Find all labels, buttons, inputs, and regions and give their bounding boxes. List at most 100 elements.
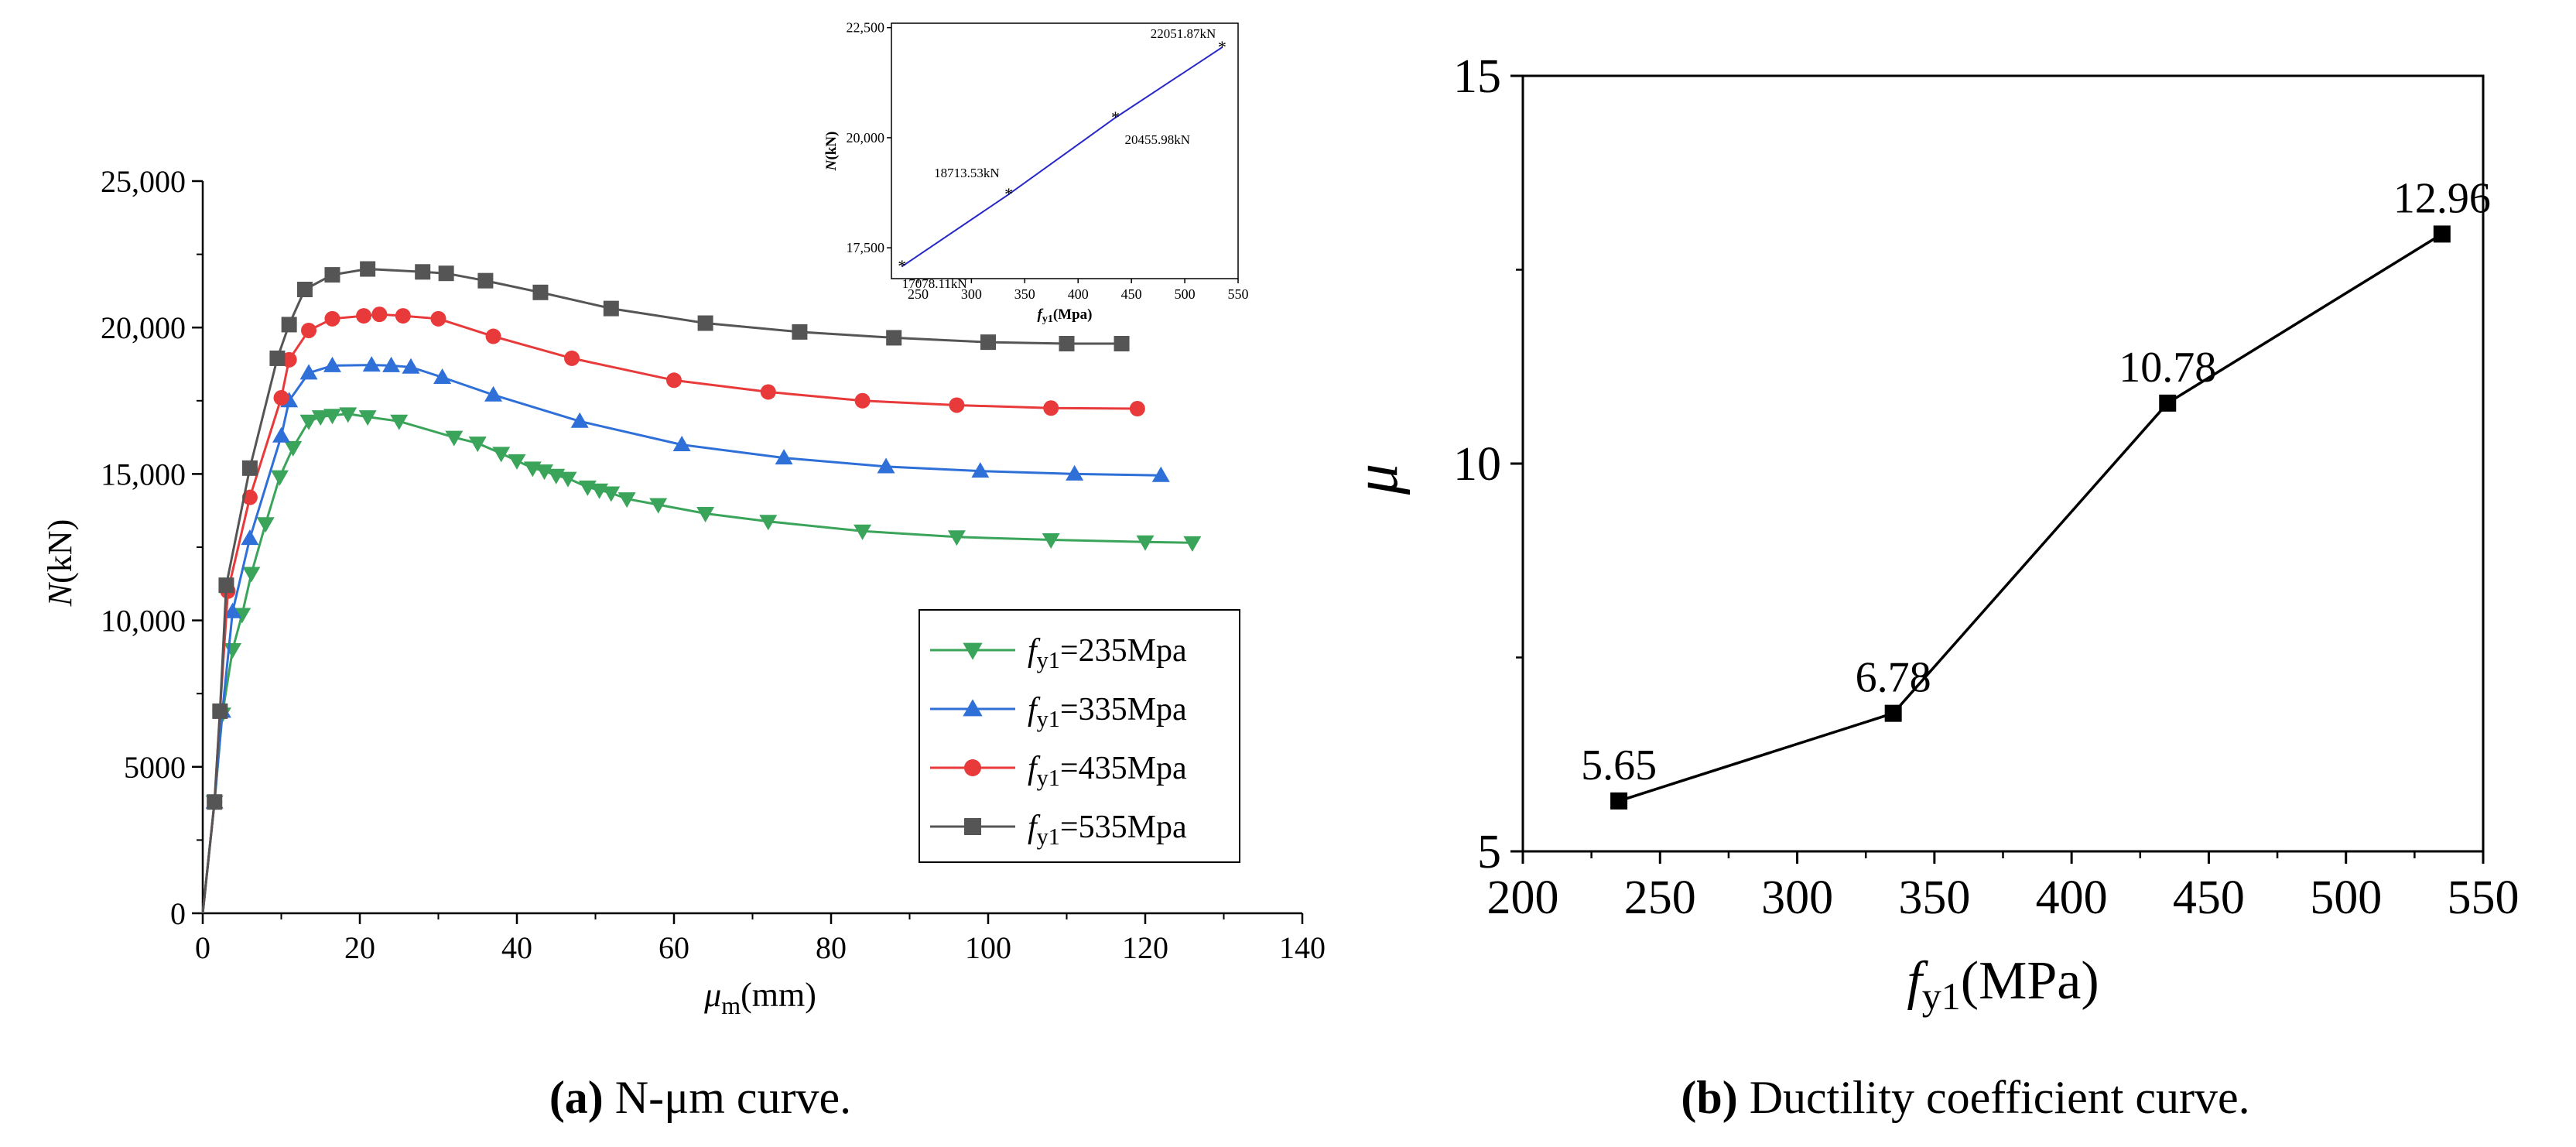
data-point-s2 [356, 308, 372, 324]
x-tick-label: 120 [1122, 930, 1168, 965]
data-point-s0 [1136, 535, 1155, 551]
data-point-s0 [468, 437, 487, 453]
data-point-s3 [296, 282, 313, 298]
data-point-s3 [207, 794, 223, 810]
data-point-s1 [402, 358, 420, 374]
data-point-s2 [854, 392, 871, 409]
data-point-s0 [445, 430, 464, 447]
data-point-s2 [1043, 400, 1059, 416]
data-point-s0 [390, 414, 409, 430]
data-point-s1 [433, 368, 452, 385]
inset-point: * [898, 256, 906, 276]
x-tick-label: 20 [344, 930, 375, 965]
data-point-s3 [218, 577, 234, 594]
y-tick-label: 0 [170, 896, 186, 931]
inset-x-axis-label: fy1(Mpa) [1038, 306, 1093, 325]
data-point-s0 [284, 440, 303, 457]
inset-chart: 250 300 350 400 450 500 550 17,500 20,000 22,500 f… [823, 20, 1249, 325]
y-tick-label-b: 5 [1477, 826, 1501, 878]
data-point-s2 [371, 306, 388, 323]
data-point-s0 [854, 524, 872, 540]
data-point-s3 [269, 350, 286, 366]
data-point-s2 [430, 310, 446, 327]
legend-label-0: fy1=235Mpa [1028, 633, 1187, 673]
inset-x-tick-label: 300 [961, 286, 982, 302]
caption-a: (a) N-μm curve. [549, 1072, 851, 1123]
data-point-s2 [241, 489, 258, 505]
data-point-s1 [971, 462, 990, 478]
data-point-s0 [311, 410, 330, 426]
data-point-s3 [360, 261, 376, 277]
x-tick-label-b: 350 [1898, 871, 1970, 924]
data-point-s0 [508, 454, 526, 470]
x-tick-label-b: 500 [2310, 871, 2382, 924]
data-point-s1 [362, 356, 381, 372]
inset-y-tick-label: 17,500 [847, 240, 885, 255]
x-tick-label: 60 [659, 930, 689, 965]
x-axis-label: μm(mm) [703, 976, 816, 1019]
data-point-s0 [602, 486, 621, 502]
x-tick-label-b: 450 [2173, 871, 2245, 924]
data-point-s0 [299, 414, 318, 430]
inset-y-tick-label: 20,000 [847, 130, 885, 146]
inset-y-tick-label: 22,500 [847, 20, 885, 36]
captions: (a) N-μm curve. (b) Ductility coefficient… [549, 1072, 2250, 1123]
data-point-s0 [696, 506, 715, 522]
data-point-s3 [438, 265, 454, 282]
inset-frame [891, 22, 1239, 279]
y-tick-label: 10,000 [101, 604, 186, 639]
data-point-s2 [485, 328, 501, 344]
data-point-s1 [672, 436, 691, 452]
data-point-b [1884, 704, 1902, 722]
data-point-s3 [603, 300, 619, 317]
data-point-s1 [323, 356, 341, 372]
x-tick-label: 140 [1279, 930, 1326, 965]
data-point-s0 [947, 530, 966, 546]
data-point-s1 [570, 412, 589, 428]
data-point-s0 [339, 407, 357, 423]
inset-x-tick-label: 250 [908, 286, 929, 302]
data-point-s2 [564, 350, 580, 366]
data-point-s1 [382, 356, 401, 372]
x-tick-label: 100 [965, 930, 1011, 965]
data-point-s3 [1114, 336, 1130, 352]
data-point-s1 [1151, 466, 1170, 482]
data-point-s3 [477, 272, 494, 289]
data-point-s1 [241, 529, 259, 546]
data-point-s3 [1059, 336, 1075, 352]
x-tick-label-b: 550 [2448, 871, 2520, 924]
plot-frame-b [1521, 74, 2485, 853]
inset-data-label: 17078.11kN [902, 276, 967, 291]
y-tick-label: 15,000 [101, 457, 186, 491]
data-point-s3 [241, 460, 258, 476]
data-point-s0 [559, 471, 577, 488]
x-tick-label-b: 250 [1624, 871, 1696, 924]
data-point-s2 [949, 397, 965, 413]
panel-b-chart: 200 250 300 350 400 450 500 550 5 10 15 fy1(MPa) μ 5.… [1343, 50, 2520, 1018]
data-point-s3 [212, 703, 228, 719]
data-point-s3 [886, 330, 902, 346]
data-point-b [1610, 792, 1628, 810]
y-tick-label-b: 15 [1453, 50, 1501, 103]
data-point-s3 [532, 284, 549, 300]
legend-marker-2 [964, 759, 981, 776]
y-axis-label: N(kN) [41, 519, 79, 607]
legend-marker-0 [963, 642, 983, 660]
data-point-s1 [299, 364, 318, 380]
x-tick-label: 80 [816, 930, 847, 965]
data-point-s3 [415, 264, 431, 280]
data-label-b: 10.78 [2119, 344, 2216, 392]
data-point-s1 [224, 602, 242, 618]
x-tick-label-b: 400 [2036, 871, 2108, 924]
data-point-s3 [324, 267, 340, 283]
data-point-s2 [666, 372, 682, 389]
y-tick-label: 20,000 [101, 310, 186, 345]
inset-line [901, 46, 1223, 268]
series-line-b [1618, 232, 2443, 803]
inset-x-tick-label: 550 [1228, 286, 1249, 302]
panel-a-chart: 0 20 40 60 80 100 120 140 0 5000 10,000 15,000 20,00… [41, 164, 1326, 1019]
data-point-s1 [775, 449, 793, 465]
data-point-s1 [877, 457, 895, 474]
data-point-s0 [759, 515, 778, 531]
